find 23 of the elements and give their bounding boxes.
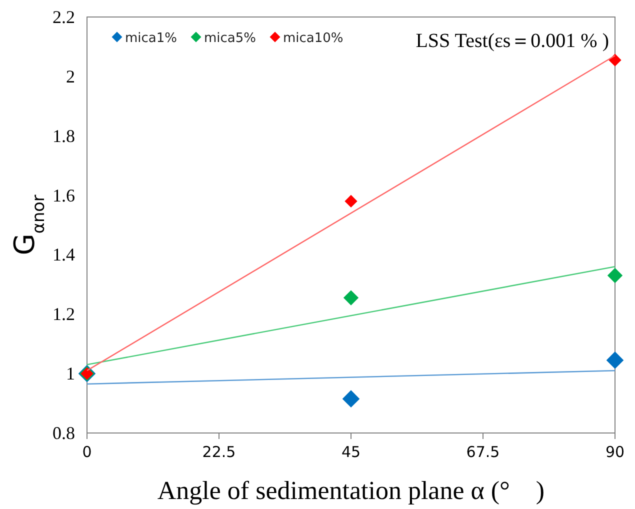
y-tick-label: 1.4 (52, 244, 75, 265)
x-axis-title: Angle of sedimentation plane α (° ) (157, 476, 545, 505)
legend-label: mica10% (283, 31, 344, 46)
point (344, 194, 358, 208)
y-tick-label: 0.8 (52, 423, 75, 443)
y-tick-label: 1.2 (52, 304, 75, 324)
y-tick-label: 2.2 (52, 7, 75, 27)
legend-label: mica1% (125, 31, 178, 46)
x-tick-label: 67.5 (466, 443, 500, 461)
point (342, 390, 360, 408)
legend-label: mica5% (204, 31, 256, 46)
x-tick-label: 0 (82, 443, 92, 461)
annotation: LSS Test(εs＝0.001 % ) (416, 30, 609, 52)
y-tick-label: 1.8 (52, 126, 75, 146)
y-tick-label: 2 (66, 66, 75, 86)
x-tick-label: 45 (341, 443, 361, 461)
y-tick-label: 1 (66, 364, 75, 384)
x-tick-label: 22.5 (202, 443, 236, 461)
y-tick-label: 1.6 (52, 185, 75, 206)
point (343, 290, 359, 306)
point (606, 352, 624, 369)
point (607, 268, 623, 284)
x-tick-label: 90 (605, 443, 625, 461)
